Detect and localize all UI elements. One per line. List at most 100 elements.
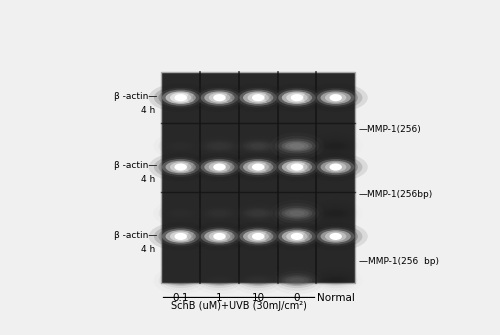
Ellipse shape	[328, 278, 344, 283]
Ellipse shape	[330, 233, 342, 240]
Ellipse shape	[169, 142, 192, 150]
Ellipse shape	[173, 211, 188, 216]
Ellipse shape	[158, 157, 203, 177]
Ellipse shape	[254, 234, 262, 239]
Ellipse shape	[282, 208, 312, 219]
Ellipse shape	[250, 143, 266, 149]
Ellipse shape	[265, 222, 329, 251]
Ellipse shape	[265, 83, 329, 112]
Ellipse shape	[170, 93, 192, 103]
Ellipse shape	[320, 208, 351, 219]
Ellipse shape	[250, 211, 266, 216]
Ellipse shape	[212, 211, 227, 216]
Text: β -actin—: β -actin—	[114, 230, 158, 240]
Ellipse shape	[309, 225, 362, 248]
Ellipse shape	[154, 86, 208, 109]
Ellipse shape	[236, 226, 281, 246]
Ellipse shape	[240, 138, 277, 153]
Ellipse shape	[169, 276, 192, 285]
Ellipse shape	[314, 88, 358, 108]
Ellipse shape	[148, 153, 213, 181]
Ellipse shape	[162, 159, 200, 175]
Ellipse shape	[246, 142, 270, 150]
Ellipse shape	[320, 230, 351, 243]
Ellipse shape	[204, 208, 235, 219]
Ellipse shape	[188, 153, 252, 181]
Ellipse shape	[325, 93, 346, 103]
Ellipse shape	[192, 155, 246, 179]
Ellipse shape	[197, 157, 242, 177]
Ellipse shape	[270, 155, 324, 179]
Ellipse shape	[278, 138, 316, 153]
Ellipse shape	[204, 141, 235, 151]
Ellipse shape	[254, 95, 262, 100]
Ellipse shape	[292, 234, 302, 239]
Ellipse shape	[314, 226, 358, 246]
Ellipse shape	[236, 157, 281, 177]
Ellipse shape	[250, 278, 266, 283]
Ellipse shape	[192, 225, 246, 248]
Ellipse shape	[285, 209, 309, 217]
Ellipse shape	[169, 209, 192, 217]
Ellipse shape	[243, 275, 274, 286]
Text: 4 h: 4 h	[142, 176, 156, 185]
Ellipse shape	[265, 153, 329, 181]
Ellipse shape	[320, 141, 351, 151]
Ellipse shape	[290, 163, 303, 171]
Ellipse shape	[166, 91, 196, 104]
Ellipse shape	[292, 164, 302, 170]
Ellipse shape	[282, 91, 312, 104]
Ellipse shape	[232, 86, 285, 109]
Ellipse shape	[248, 162, 269, 172]
Ellipse shape	[204, 161, 234, 173]
Ellipse shape	[246, 276, 270, 285]
Ellipse shape	[252, 94, 264, 101]
Ellipse shape	[200, 228, 238, 245]
Ellipse shape	[215, 164, 224, 170]
Ellipse shape	[240, 273, 277, 288]
Ellipse shape	[166, 275, 196, 286]
Ellipse shape	[166, 208, 196, 219]
Ellipse shape	[200, 90, 238, 106]
Ellipse shape	[331, 164, 340, 170]
Ellipse shape	[309, 155, 362, 179]
Ellipse shape	[226, 222, 290, 251]
Ellipse shape	[240, 206, 277, 221]
Ellipse shape	[162, 206, 200, 221]
Ellipse shape	[278, 159, 316, 175]
Ellipse shape	[198, 203, 242, 223]
Ellipse shape	[236, 203, 281, 223]
Ellipse shape	[290, 211, 304, 216]
Ellipse shape	[243, 230, 274, 243]
Ellipse shape	[282, 275, 312, 286]
Ellipse shape	[274, 157, 319, 177]
Ellipse shape	[240, 159, 277, 175]
Ellipse shape	[232, 225, 285, 248]
Ellipse shape	[317, 228, 354, 245]
Ellipse shape	[286, 162, 308, 172]
Ellipse shape	[304, 83, 368, 112]
Ellipse shape	[324, 276, 347, 285]
Ellipse shape	[320, 275, 351, 286]
Ellipse shape	[317, 159, 354, 175]
Ellipse shape	[243, 141, 274, 151]
Ellipse shape	[278, 90, 316, 106]
Ellipse shape	[330, 94, 342, 101]
Ellipse shape	[285, 142, 309, 150]
Ellipse shape	[314, 157, 358, 177]
Ellipse shape	[285, 276, 309, 285]
Ellipse shape	[320, 161, 351, 173]
Ellipse shape	[275, 203, 319, 223]
Ellipse shape	[197, 88, 242, 108]
Ellipse shape	[208, 93, 230, 103]
Ellipse shape	[254, 164, 262, 170]
Text: 0.1: 0.1	[172, 293, 189, 303]
Ellipse shape	[240, 90, 277, 106]
Ellipse shape	[154, 225, 208, 248]
Text: —MMP-1(256  bp): —MMP-1(256 bp)	[359, 257, 439, 266]
Ellipse shape	[286, 231, 308, 241]
Ellipse shape	[232, 155, 285, 179]
Ellipse shape	[174, 163, 187, 171]
Ellipse shape	[192, 86, 246, 109]
Ellipse shape	[204, 275, 235, 286]
